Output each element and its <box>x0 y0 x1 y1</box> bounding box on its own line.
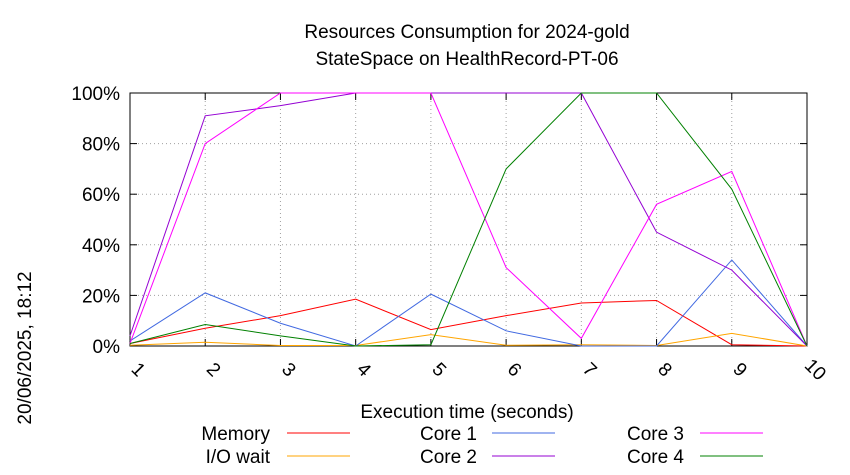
x-tick-label: 1 <box>127 359 149 381</box>
legend-label-i-o-wait: I/O wait <box>206 447 271 468</box>
y-tick-label: 100% <box>71 84 120 105</box>
y-tick-label: 60% <box>82 185 120 206</box>
legend-label-core-2: Core 2 <box>420 447 477 468</box>
legend-label-memory: Memory <box>201 424 270 445</box>
x-tick-label: 8 <box>653 359 675 381</box>
series-line-memory <box>129 298 808 347</box>
plot-border <box>129 92 808 347</box>
x-tick-label: 5 <box>428 359 450 381</box>
series-line-core-2 <box>129 92 808 347</box>
series-line-core-4 <box>129 92 808 347</box>
x-tick-label: 7 <box>578 359 600 381</box>
series-line-i-o-wait <box>129 332 808 347</box>
legend-label-core-4: Core 4 <box>627 447 684 468</box>
series-lines <box>129 92 808 347</box>
y-tick-label: 0% <box>93 337 121 358</box>
axes: 0% 20% 40% 60% 80% 100% 1 2 3 4 5 6 7 8 9 10 <box>71 84 829 385</box>
legend-label-core-3: Core 3 <box>627 424 684 445</box>
x-tick-label: 6 <box>503 359 525 381</box>
y-tick-label: 20% <box>82 286 120 307</box>
series-line-core-3 <box>129 92 808 347</box>
x-tick-label: 3 <box>277 359 299 381</box>
chart-title-line1: Resources Consumption for 2024-gold <box>304 22 629 43</box>
y-tick-label: 80% <box>82 135 120 156</box>
x-tick-label: 10 <box>800 355 830 385</box>
y-tick-label: 40% <box>82 236 120 257</box>
x-tick-label: 9 <box>729 359 751 381</box>
series-line-core-1 <box>129 259 808 347</box>
x-axis-label: Execution time (seconds) <box>360 402 573 423</box>
chart-title-line2: StateSpace on HealthRecord-PT-06 <box>315 49 618 70</box>
x-tick-label: 2 <box>202 359 224 381</box>
grid <box>129 92 808 347</box>
legend-label-core-1: Core 1 <box>420 424 477 445</box>
x-tick-label: 4 <box>352 359 375 382</box>
timestamp-label: 20/06/2025, 18:12 <box>15 271 36 424</box>
